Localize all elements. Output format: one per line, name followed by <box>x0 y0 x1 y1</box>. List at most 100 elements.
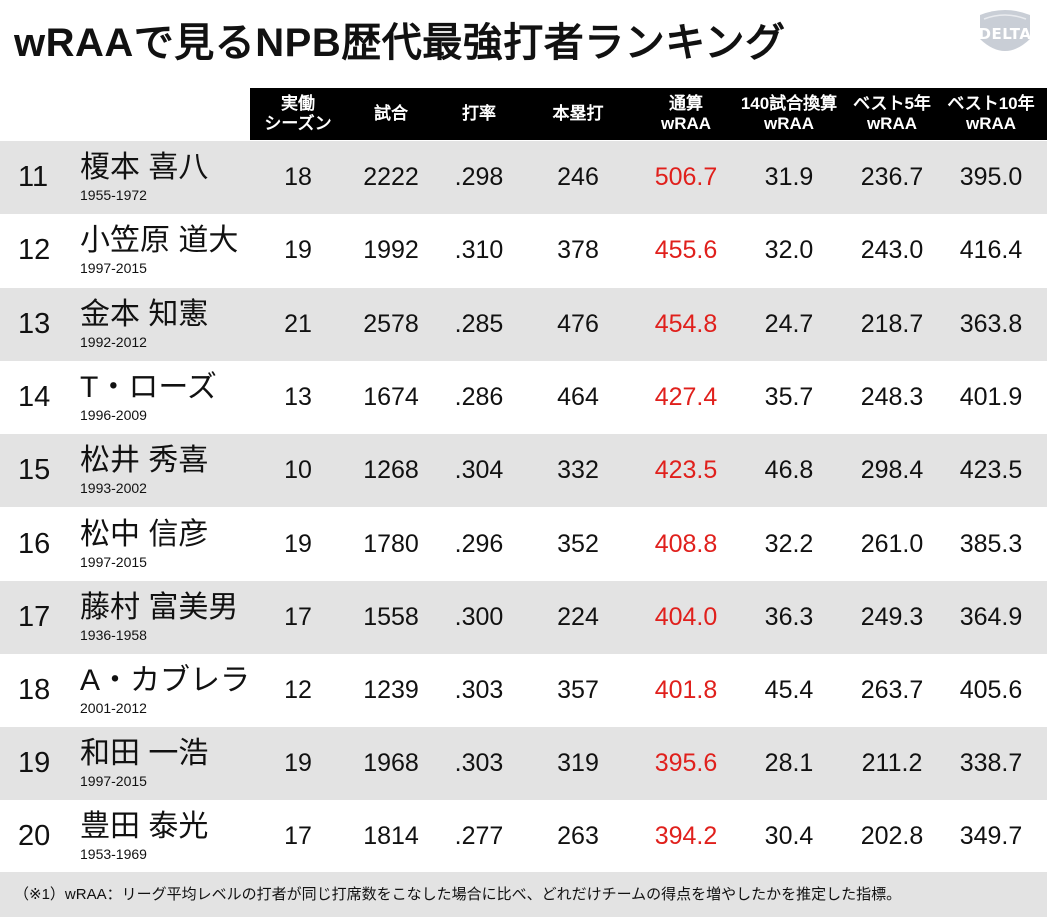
cell-seasons: 17 <box>284 822 312 850</box>
cell-wraa-total: 506.7 <box>654 163 718 191</box>
cell-wraa-140: 28.1 <box>764 749 814 777</box>
rank: 19 <box>18 747 51 779</box>
table-row: 15 松井 秀喜 1993-2002 10 1268 .304 332 423.5 46.8 29… <box>0 434 1047 507</box>
cell-home-runs: 224 <box>557 603 599 631</box>
cell-wraa-total: 408.8 <box>654 530 718 558</box>
delta-logo: DELTA <box>970 5 1040 63</box>
cell-seasons: 12 <box>284 676 312 704</box>
cell-wraa-140: 32.2 <box>764 530 814 558</box>
cell-batting-avg: .300 <box>454 603 504 631</box>
page-title: wRAAで見るNPB歴代最強打者ランキング <box>14 21 786 65</box>
header-wraa-best10: ベスト10年 wRAA <box>947 88 1034 140</box>
cell-wraa-total: 395.6 <box>654 749 718 777</box>
cell-wraa-best5: 249.3 <box>860 603 924 631</box>
table-row: 13 金本 知憲 1992-2012 21 2578 .285 476 454.8 24.7 21… <box>0 288 1047 361</box>
cell-wraa-140: 46.8 <box>764 456 814 484</box>
cell-wraa-total: 455.6 <box>654 236 718 264</box>
rank: 12 <box>18 234 51 266</box>
cell-wraa-best10: 416.4 <box>959 236 1023 264</box>
player-name: T・ローズ <box>80 371 217 404</box>
cell-seasons: 17 <box>284 603 312 631</box>
cell-batting-avg: .277 <box>454 822 504 850</box>
cell-batting-avg: .304 <box>454 456 504 484</box>
rank: 14 <box>18 381 51 413</box>
cell-home-runs: 332 <box>557 456 599 484</box>
player-years: 1953-1969 <box>80 846 147 862</box>
cell-wraa-best10: 401.9 <box>959 383 1023 411</box>
cell-wraa-total: 394.2 <box>654 822 718 850</box>
footnote: （※1）wRAA：リーグ平均レベルの打者が同じ打席数をこなした場合に比べ、どれだ… <box>0 872 1047 917</box>
cell-home-runs: 464 <box>557 383 599 411</box>
header-sublabel: wRAA <box>866 114 918 133</box>
rank: 18 <box>18 674 51 706</box>
cell-seasons: 10 <box>284 456 312 484</box>
cell-games: 1674 <box>363 383 419 411</box>
player-years: 1996-2009 <box>80 407 147 423</box>
player-name: 和田 一浩 <box>80 737 209 770</box>
cell-seasons: 21 <box>284 310 312 338</box>
player-name: 松中 信彦 <box>80 518 209 551</box>
table-row: 20 豊田 泰光 1953-1969 17 1814 .277 263 394.2 30.4 20… <box>0 800 1047 873</box>
cell-batting-avg: .285 <box>454 310 504 338</box>
cell-wraa-best10: 395.0 <box>959 163 1023 191</box>
header-games: 試合 <box>374 88 408 140</box>
header-home-runs: 本塁打 <box>553 88 604 140</box>
cell-batting-avg: .296 <box>454 530 504 558</box>
header-wraa-140: 140試合換算 wRAA <box>741 88 837 140</box>
cell-home-runs: 357 <box>557 676 599 704</box>
cell-wraa-best5: 211.2 <box>861 749 923 777</box>
cell-seasons: 18 <box>284 163 312 191</box>
cell-wraa-140: 35.7 <box>764 383 814 411</box>
cell-games: 1558 <box>363 603 419 631</box>
cell-wraa-best10: 338.7 <box>959 749 1023 777</box>
player-years: 1997-2015 <box>80 773 147 789</box>
cell-wraa-total: 423.5 <box>654 456 718 484</box>
cell-wraa-140: 24.7 <box>764 310 814 338</box>
cell-home-runs: 246 <box>557 163 599 191</box>
cell-wraa-best10: 385.3 <box>959 530 1023 558</box>
table-row: 17 藤村 富美男 1936-1958 17 1558 .300 224 404.0 36.3 2… <box>0 581 1047 654</box>
cell-wraa-best5: 218.7 <box>860 310 924 338</box>
rank: 13 <box>18 308 51 340</box>
cell-games: 1268 <box>363 456 419 484</box>
player-name: A・カブレラ <box>80 664 251 697</box>
cell-wraa-best5: 248.3 <box>860 383 924 411</box>
cell-wraa-total: 401.8 <box>654 676 718 704</box>
cell-wraa-best5: 298.4 <box>860 456 924 484</box>
player-years: 1997-2015 <box>80 554 147 570</box>
cell-wraa-best10: 405.6 <box>959 676 1023 704</box>
player-name: 豊田 泰光 <box>80 810 209 843</box>
cell-seasons: 19 <box>284 236 312 264</box>
logo-text: DELTA <box>978 25 1032 43</box>
player-years: 1997-2015 <box>80 260 147 276</box>
cell-games: 1992 <box>363 236 419 264</box>
player-years: 1936-1958 <box>80 627 147 643</box>
player-years: 1992-2012 <box>80 334 147 350</box>
cell-wraa-140: 36.3 <box>764 603 814 631</box>
rank: 17 <box>18 601 51 633</box>
cell-wraa-140: 31.9 <box>764 163 814 191</box>
header-label: 実働 <box>281 94 315 113</box>
cell-batting-avg: .310 <box>454 236 504 264</box>
header-label: 本塁打 <box>552 104 604 123</box>
player-name: 金本 知憲 <box>80 298 209 331</box>
table-row: 19 和田 一浩 1997-2015 19 1968 .303 319 395.6 28.1 21… <box>0 727 1047 800</box>
player-name: 藤村 富美男 <box>80 591 239 624</box>
rank: 11 <box>18 161 49 193</box>
player-name: 松井 秀喜 <box>80 444 209 477</box>
cell-home-runs: 319 <box>557 749 599 777</box>
table-row: 18 A・カブレラ 2001-2012 12 1239 .303 357 401.8 45.4 2… <box>0 654 1047 727</box>
table-header: 実働 シーズン 試合 打率 本塁打 通算 wRAA 140試合換算 wRAA ベスト5年 wRAA ベ… <box>250 88 1047 140</box>
header-wraa-total: 通算 wRAA <box>661 88 711 140</box>
player-years: 1993-2002 <box>80 480 147 496</box>
cell-wraa-140: 45.4 <box>764 676 814 704</box>
cell-games: 2222 <box>363 163 419 191</box>
cell-games: 2578 <box>363 310 419 338</box>
header-wraa-best5: ベスト5年 wRAA <box>853 88 931 140</box>
cell-games: 1968 <box>363 749 419 777</box>
header-label: 打率 <box>462 104 496 123</box>
cell-home-runs: 352 <box>557 530 599 558</box>
cell-home-runs: 378 <box>557 236 599 264</box>
header-label: ベスト5年 <box>853 94 931 113</box>
table-row: 14 T・ローズ 1996-2009 13 1674 .286 464 427.4 35.7 24… <box>0 361 1047 434</box>
